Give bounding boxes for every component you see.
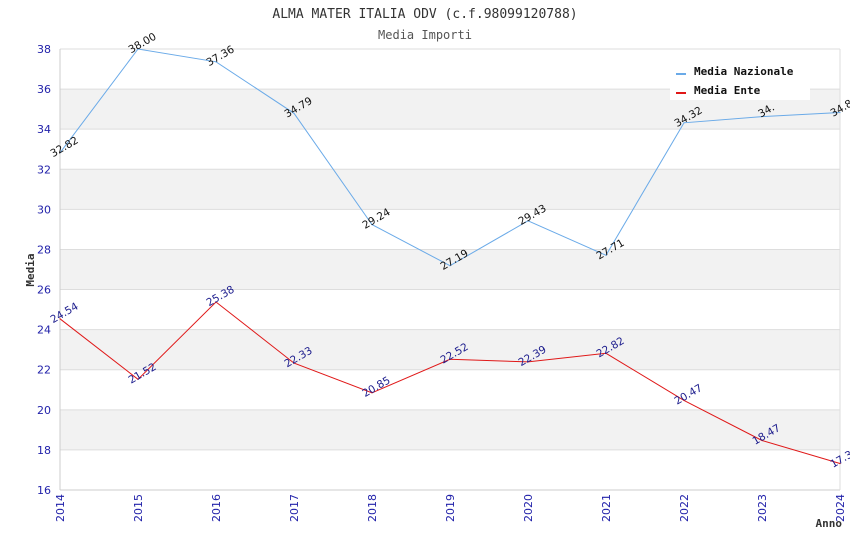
y-tick-label: 22 [37, 364, 51, 377]
data-point [59, 318, 61, 320]
y-tick-label: 18 [37, 444, 51, 457]
y-tick-label: 20 [37, 404, 51, 417]
data-point [293, 362, 295, 364]
x-axis-ticks: 2014 2015 2016 2017 2018 2019 2020 2021 2022 2023… [54, 494, 847, 522]
x-tick-label: 2014 [54, 494, 67, 522]
data-point [137, 48, 139, 50]
data-point [59, 152, 61, 154]
data-point [761, 439, 763, 442]
grid-band [60, 409, 840, 450]
legend-label-media-ente: Media Ente [694, 84, 761, 97]
data-point [605, 254, 607, 256]
data-label: 32.82 [48, 135, 80, 160]
data-point [215, 301, 217, 303]
y-axis-ticks: 16 18 20 22 24 26 28 30 32 34 36 38 [37, 43, 51, 497]
data-point [449, 265, 451, 267]
data-point [527, 361, 529, 363]
series-group [59, 48, 841, 465]
x-tick-label: 2015 [132, 494, 145, 522]
legend-box [670, 60, 810, 100]
data-point [371, 223, 373, 226]
y-tick-label: 28 [37, 243, 51, 256]
x-tick-label: 2022 [678, 494, 691, 522]
data-point [683, 399, 685, 401]
data-label: 20.85 [360, 374, 392, 399]
x-tick-label: 2018 [366, 494, 379, 522]
axes [59, 49, 841, 491]
data-point [215, 61, 217, 63]
x-tick-label: 2016 [210, 494, 223, 522]
data-point [137, 378, 139, 380]
data-point [371, 392, 373, 394]
y-tick-label: 30 [37, 203, 51, 216]
x-tick-label: 2019 [444, 494, 457, 522]
data-point [683, 122, 685, 124]
grid-band [60, 249, 840, 290]
y-tick-label: 16 [37, 484, 51, 497]
x-tick-label: 2017 [288, 494, 301, 522]
data-point [839, 462, 841, 465]
chart-subtitle: Media Importi [378, 28, 472, 42]
grid-lines [60, 48, 840, 491]
data-label: 38.00 [126, 31, 158, 56]
data-point [293, 112, 295, 114]
grid-band [60, 329, 840, 370]
data-label: 20.47 [672, 382, 704, 407]
x-tick-label: 2024 [834, 494, 847, 522]
y-tick-label: 24 [37, 324, 51, 337]
x-tick-label: 2021 [600, 494, 613, 522]
y-tick-label: 36 [37, 83, 51, 96]
y-tick-label: 38 [37, 43, 51, 56]
data-point [839, 111, 841, 114]
y-axis-title: Media [24, 253, 37, 286]
x-tick-label: 2020 [522, 494, 535, 522]
legend-label-media-nazionale: Media Nazionale [694, 65, 794, 78]
legend: Media Nazionale Media Ente [670, 60, 810, 100]
x-tick-label: 2023 [756, 494, 769, 522]
x-axis-title: Anno [816, 517, 843, 530]
data-label: 29.24 [360, 206, 392, 232]
data-point [605, 352, 607, 354]
chart-title: ALMA MATER ITALIA ODV (c.f.98099120788) [272, 7, 577, 22]
grid-band [60, 169, 840, 210]
data-point [527, 220, 529, 222]
y-tick-label: 26 [37, 284, 51, 297]
grid-bands [60, 89, 840, 450]
y-tick-label: 32 [37, 163, 51, 176]
data-point [761, 115, 763, 118]
y-tick-label: 34 [37, 123, 51, 136]
data-point [449, 358, 451, 360]
